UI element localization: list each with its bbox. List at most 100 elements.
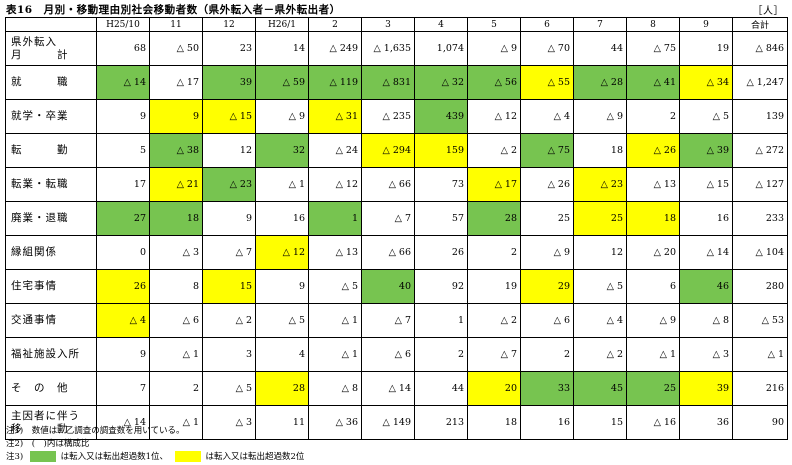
value-cell: △ 14 xyxy=(679,235,733,270)
value-cell: 4 xyxy=(255,337,309,372)
value-cell: 39 xyxy=(202,65,256,100)
value-cell: 32 xyxy=(255,133,309,168)
value-cell: △ 17 xyxy=(149,65,203,100)
value-cell: 439 xyxy=(414,99,468,134)
value-cell: △ 2 xyxy=(202,303,256,338)
value-cell: △ 75 xyxy=(520,133,574,168)
value-cell: △ 24 xyxy=(308,133,362,168)
value-cell: △ 2 xyxy=(573,337,627,372)
value-cell: △ 5 xyxy=(679,99,733,134)
value-cell: △ 1 xyxy=(255,167,309,202)
value-cell: △ 12 xyxy=(308,167,362,202)
value-cell: △ 1 xyxy=(626,337,680,372)
value-cell: 5 xyxy=(96,133,150,168)
total-cell: △ 272 xyxy=(732,133,788,168)
value-cell: △ 39 xyxy=(679,133,733,168)
value-cell: △ 23 xyxy=(202,167,256,202)
value-cell: △ 7 xyxy=(361,201,415,236)
value-cell: 25 xyxy=(573,201,627,236)
value-cell: △ 249 xyxy=(308,31,362,66)
row-label: そ の 他 xyxy=(5,371,97,406)
value-cell: △ 26 xyxy=(626,133,680,168)
value-cell: 12 xyxy=(202,133,256,168)
total-cell: △ 53 xyxy=(732,303,788,338)
value-cell: 44 xyxy=(573,31,627,66)
value-cell: 27 xyxy=(96,201,150,236)
value-cell: 68 xyxy=(96,31,150,66)
value-cell: △ 294 xyxy=(361,133,415,168)
value-cell: △ 66 xyxy=(361,235,415,270)
total-cell: △ 127 xyxy=(732,167,788,202)
row-label: 廃業・退職 xyxy=(5,201,97,236)
value-cell: 9 xyxy=(96,337,150,372)
value-cell: △ 7 xyxy=(467,337,521,372)
value-cell: △ 56 xyxy=(467,65,521,100)
value-cell: △ 6 xyxy=(361,337,415,372)
value-cell: 26 xyxy=(414,235,468,270)
value-cell: △ 14 xyxy=(96,65,150,100)
value-cell: △ 16 xyxy=(626,405,680,440)
total-cell: △ 846 xyxy=(732,31,788,66)
value-cell: 14 xyxy=(255,31,309,66)
value-cell: 57 xyxy=(414,201,468,236)
value-cell: △ 9 xyxy=(255,99,309,134)
footnote-3: 注3) は転入又は転出超過数1位、 は転入又は転出超過数2位 xyxy=(6,451,786,464)
green-legend-text: は転入又は転出超過数1位、 xyxy=(60,452,169,462)
value-cell: 15 xyxy=(202,269,256,304)
yellow-legend-swatch xyxy=(174,451,201,462)
total-cell: △ 1,247 xyxy=(732,65,788,100)
value-cell: 19 xyxy=(467,269,521,304)
table-row: 就学・卒業 9 9 △ 15 △ 9 △ 31 △ 235 439 △ 12 △ 4 △ 9 2 △ 5… xyxy=(5,99,788,134)
value-cell: △ 32 xyxy=(414,65,468,100)
value-cell: 19 xyxy=(679,31,733,66)
value-cell: △ 36 xyxy=(308,405,362,440)
value-cell: 25 xyxy=(626,371,680,406)
value-cell: 9 xyxy=(96,99,150,134)
table-title-bar: 表16 月別・移動理由別社会移動者数（県外転入者－県外転出者） ［人］ xyxy=(6,2,786,17)
total-cell: 280 xyxy=(732,269,788,304)
value-cell: △ 9 xyxy=(573,99,627,134)
footnote-3-prefix: 注3) xyxy=(6,452,24,462)
table-title: 表16 月別・移動理由別社会移動者数（県外転入者－県外転出者） xyxy=(6,4,341,16)
table-row: 縁組関係 0 △ 3 △ 7 △ 12 △ 13 △ 66 26 2 △ 9 12 △ 20 △ 14 △… xyxy=(5,235,788,270)
value-cell: △ 17 xyxy=(467,167,521,202)
header-row: H25/10 11 12 H26/1 2 3 4 5 6 7 8 9 合計 xyxy=(5,17,788,32)
value-cell: 28 xyxy=(467,201,521,236)
value-cell: △ 38 xyxy=(149,133,203,168)
value-cell: △ 8 xyxy=(308,371,362,406)
value-cell: △ 55 xyxy=(520,65,574,100)
total-cell: △ 1 xyxy=(732,337,788,372)
value-cell: △ 34 xyxy=(679,65,733,100)
column-header: 5 xyxy=(467,17,521,32)
value-cell: △ 5 xyxy=(255,303,309,338)
value-cell: △ 119 xyxy=(308,65,362,100)
total-cell: 216 xyxy=(732,371,788,406)
value-cell: 29 xyxy=(520,269,574,304)
value-cell: 2 xyxy=(520,337,574,372)
column-header: 6 xyxy=(520,17,574,32)
table-row: 主因者に伴う移 動 △ 14 △ 1 △ 3 11 △ 36 △ 149 213 18 16 15 △… xyxy=(5,405,788,440)
value-cell: 15 xyxy=(573,405,627,440)
value-cell: △ 4 xyxy=(573,303,627,338)
value-cell: △ 14 xyxy=(96,405,150,440)
value-cell: △ 9 xyxy=(626,303,680,338)
value-cell: △ 31 xyxy=(308,99,362,134)
value-cell: △ 4 xyxy=(96,303,150,338)
value-cell: △ 66 xyxy=(361,167,415,202)
value-cell: 3 xyxy=(202,337,256,372)
table-row: 福祉施設入所 9 △ 1 3 4 △ 1 △ 6 2 △ 7 2 △ 2 △ 1 △ 3 △ 1 xyxy=(5,337,788,372)
value-cell: △ 13 xyxy=(626,167,680,202)
value-cell: 1,074 xyxy=(414,31,468,66)
value-cell: 2 xyxy=(467,235,521,270)
value-cell: △ 1 xyxy=(308,303,362,338)
row-label: 県外転入月 計 xyxy=(5,31,97,66)
row-label: 転 勤 xyxy=(5,133,97,168)
value-cell: △ 23 xyxy=(573,167,627,202)
value-cell: △ 1,635 xyxy=(361,31,415,66)
value-cell: △ 9 xyxy=(467,31,521,66)
value-cell: 73 xyxy=(414,167,468,202)
value-cell: 16 xyxy=(679,201,733,236)
table-row: 就 職 △ 14 △ 17 39 △ 59 △ 119 △ 831 △ 32 △ 56 △ 55 △… xyxy=(5,65,788,100)
value-cell: 16 xyxy=(520,405,574,440)
column-header: 合計 xyxy=(732,17,788,32)
